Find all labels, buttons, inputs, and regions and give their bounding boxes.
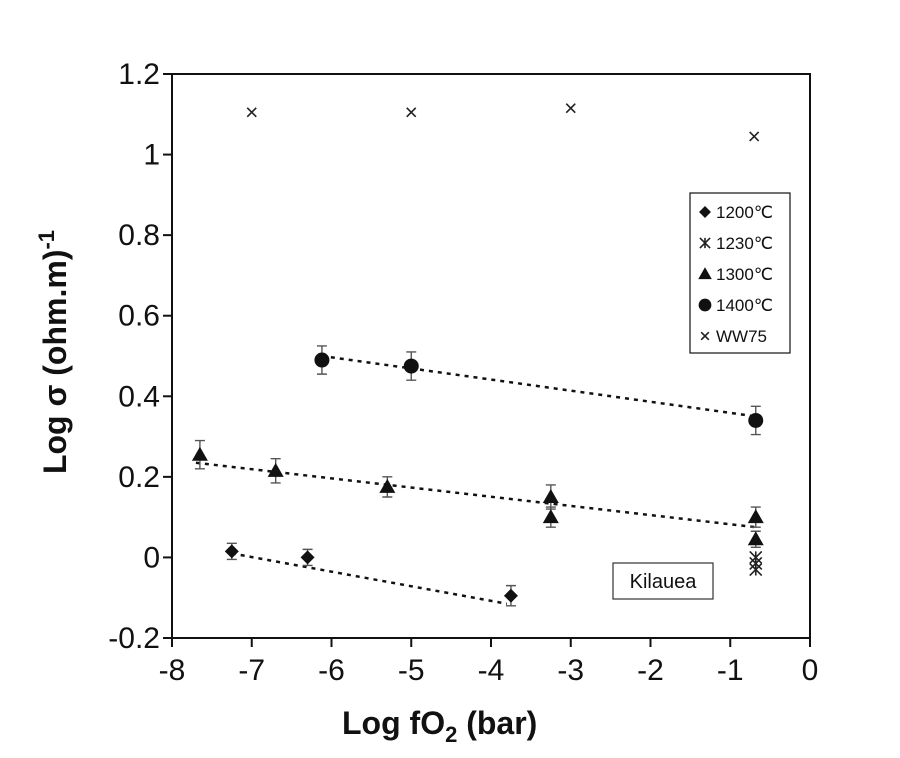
legend-label: 1300℃ (716, 265, 773, 284)
legend-label: 1400℃ (716, 296, 773, 315)
y-axis-title-superscript: -1 (34, 230, 59, 250)
x-tick-label: -7 (238, 654, 265, 687)
data-point (747, 509, 764, 524)
x-axis-title-main: Log fO (342, 705, 445, 741)
data-point (749, 131, 760, 142)
annotation-box: Kilauea (612, 562, 714, 600)
x-axis-title: Log fO2 (bar) (342, 705, 537, 747)
trend-line (231, 552, 508, 605)
data-points (191, 103, 764, 607)
data-point (379, 478, 396, 493)
trend-line (321, 354, 756, 418)
data-point (747, 531, 764, 546)
y-axis-title-main: Log σ (ohm.m) (37, 250, 73, 475)
data-point (224, 544, 239, 559)
legend-marker (700, 331, 710, 341)
legend: 1200℃ 1230℃ 1300℃ 1400℃ WW75 (689, 192, 791, 354)
legend-label: WW75 (716, 327, 767, 346)
legend-label: 1200℃ (716, 203, 773, 222)
data-point (300, 550, 315, 565)
data-point (406, 107, 417, 118)
y-tick-label: 0.4 (118, 380, 160, 413)
y-tick-label: 0.2 (118, 461, 160, 494)
x-tick-label: -2 (637, 654, 664, 687)
data-point (565, 103, 576, 114)
legend-marker (698, 298, 712, 312)
x-tick-label: -5 (398, 654, 425, 687)
y-axis-ticks: -0.2 0 0.2 0.4 0.6 0.8 1 1.2 (108, 58, 172, 655)
x-tick-label: -8 (159, 654, 186, 687)
data-point (267, 462, 284, 477)
annotation-label: Kilauea (630, 571, 698, 593)
plot-frame (171, 73, 811, 639)
y-tick-label: 1 (143, 139, 160, 172)
x-tick-label: -6 (318, 654, 345, 687)
annotation-frame (612, 562, 714, 600)
data-point (749, 562, 763, 577)
x-tick-label: -3 (557, 654, 584, 687)
legend-label: 1230℃ (716, 234, 773, 253)
data-point (403, 358, 419, 374)
svg-text:Log fO2 (bar): Log fO2 (bar) (342, 705, 537, 747)
data-point (314, 352, 330, 368)
y-tick-label: -0.2 (108, 622, 160, 655)
x-tick-label: -4 (478, 654, 505, 687)
legend-marker (698, 267, 712, 280)
y-axis-title: Log σ (ohm.m)-1 (34, 230, 73, 474)
legend-items: 1200℃ 1230℃ 1300℃ 1400℃ WW75 (698, 203, 773, 346)
data-point (246, 107, 257, 118)
x-axis-title-subscript: 2 (445, 722, 457, 747)
y-tick-label: 0.6 (118, 300, 160, 333)
x-axis-title-tail: (bar) (457, 705, 537, 741)
y-tick-label: 0 (143, 541, 160, 574)
svg-text:Log σ (ohm.m)-1: Log σ (ohm.m)-1 (34, 230, 73, 474)
data-point (503, 588, 518, 603)
legend-marker (699, 237, 711, 249)
x-tick-label: 0 (802, 654, 819, 687)
x-axis-ticks: -8 -7 -6 -5 -4 -3 -2 -1 0 (159, 638, 819, 687)
y-tick-label: 1.2 (118, 58, 160, 91)
trend-lines (195, 354, 756, 605)
data-point (542, 489, 559, 503)
y-tick-label: 0.8 (118, 219, 160, 252)
data-point (542, 509, 559, 524)
trend-line (195, 461, 756, 529)
data-point (748, 412, 764, 428)
x-tick-label: -1 (717, 654, 744, 687)
legend-marker (699, 206, 711, 218)
data-point (191, 446, 208, 461)
